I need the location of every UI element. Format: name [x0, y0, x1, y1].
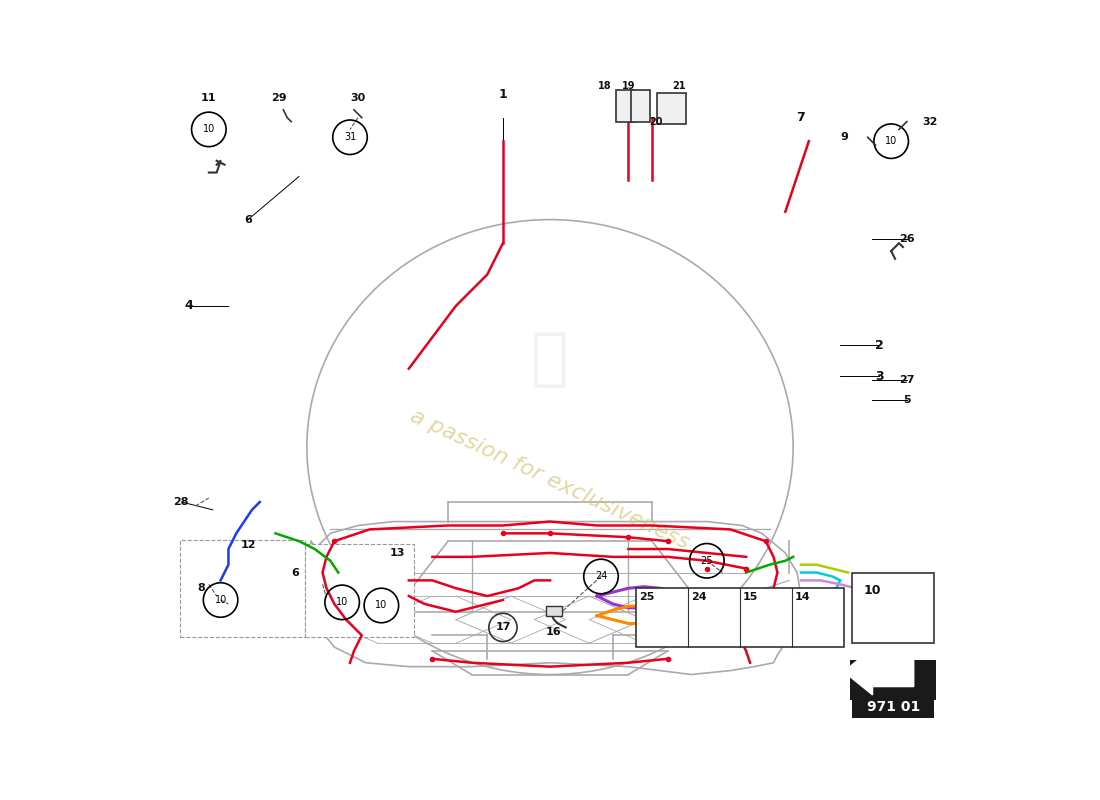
Text: 14: 14	[794, 592, 811, 602]
FancyBboxPatch shape	[306, 543, 415, 637]
Text: 10: 10	[864, 584, 881, 597]
FancyBboxPatch shape	[179, 540, 305, 637]
Text: 17: 17	[495, 622, 510, 633]
Text: 2: 2	[874, 338, 883, 351]
Text: 25: 25	[701, 556, 713, 566]
Text: 4: 4	[185, 299, 194, 312]
Text: 10: 10	[214, 595, 227, 605]
Text: 13: 13	[389, 548, 405, 558]
Text: 3: 3	[876, 370, 883, 383]
FancyBboxPatch shape	[850, 660, 936, 700]
Bar	[852, 696, 934, 718]
FancyArrow shape	[844, 648, 914, 695]
Text: 5: 5	[903, 395, 911, 405]
Text: 24: 24	[691, 592, 706, 602]
Bar	[616, 90, 635, 122]
Text: 21: 21	[673, 82, 686, 91]
Text: 25: 25	[639, 592, 654, 602]
Text: 28: 28	[174, 497, 189, 507]
Text: 10: 10	[375, 601, 387, 610]
Text: 🐂: 🐂	[531, 330, 569, 390]
Text: 10: 10	[886, 136, 898, 146]
Text: 12: 12	[240, 540, 256, 550]
Text: 7: 7	[796, 111, 805, 124]
Text: 16: 16	[546, 627, 562, 638]
Text: 19: 19	[621, 82, 635, 91]
Text: 9: 9	[840, 132, 848, 142]
Text: 32: 32	[923, 117, 938, 126]
Text: a passion for exclusiveness: a passion for exclusiveness	[407, 406, 693, 554]
Bar	[852, 573, 934, 643]
Text: 11: 11	[201, 93, 217, 103]
Text: 27: 27	[899, 375, 914, 386]
Text: 31: 31	[344, 132, 356, 142]
Text: 26: 26	[899, 234, 915, 244]
Bar	[636, 588, 844, 647]
Text: 6: 6	[292, 567, 299, 578]
Text: 10: 10	[202, 125, 215, 134]
Text: 8: 8	[197, 583, 205, 594]
Bar	[630, 90, 650, 122]
Text: 18: 18	[598, 82, 612, 91]
Text: 30: 30	[350, 93, 365, 103]
Text: 6: 6	[244, 214, 252, 225]
Text: 24: 24	[595, 571, 607, 582]
Text: 10: 10	[336, 598, 349, 607]
Bar	[546, 606, 562, 616]
Text: 15: 15	[742, 592, 758, 602]
Text: 971 01: 971 01	[867, 700, 920, 714]
Text: 1: 1	[498, 88, 507, 101]
Text: 20: 20	[649, 117, 662, 126]
Bar	[658, 93, 685, 124]
Text: 29: 29	[272, 93, 287, 103]
